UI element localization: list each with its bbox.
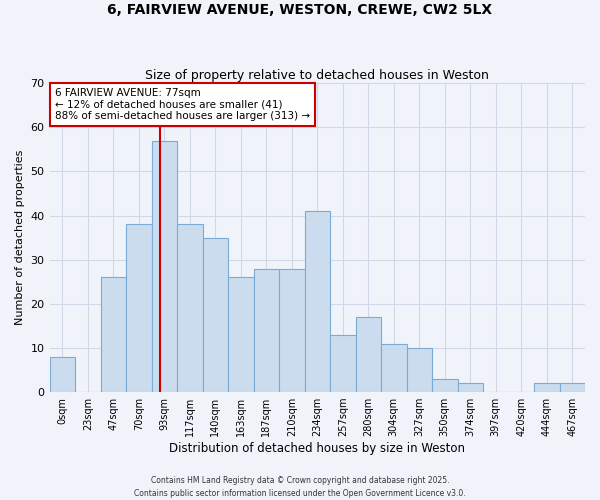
Bar bbox=[254, 268, 279, 392]
Bar bbox=[407, 348, 432, 392]
Bar bbox=[381, 344, 407, 392]
Bar bbox=[126, 224, 152, 392]
Bar bbox=[177, 224, 203, 392]
Bar bbox=[279, 268, 305, 392]
Text: 6, FAIRVIEW AVENUE, WESTON, CREWE, CW2 5LX: 6, FAIRVIEW AVENUE, WESTON, CREWE, CW2 5… bbox=[107, 2, 493, 16]
Y-axis label: Number of detached properties: Number of detached properties bbox=[15, 150, 25, 326]
Title: Size of property relative to detached houses in Weston: Size of property relative to detached ho… bbox=[145, 69, 489, 82]
Text: Contains HM Land Registry data © Crown copyright and database right 2025.
Contai: Contains HM Land Registry data © Crown c… bbox=[134, 476, 466, 498]
Text: 6 FAIRVIEW AVENUE: 77sqm
← 12% of detached houses are smaller (41)
88% of semi-d: 6 FAIRVIEW AVENUE: 77sqm ← 12% of detach… bbox=[55, 88, 310, 121]
Bar bbox=[203, 238, 228, 392]
Bar bbox=[534, 384, 560, 392]
Bar bbox=[228, 278, 254, 392]
Bar bbox=[458, 384, 483, 392]
Bar bbox=[305, 211, 330, 392]
Bar bbox=[356, 317, 381, 392]
Bar bbox=[560, 384, 585, 392]
X-axis label: Distribution of detached houses by size in Weston: Distribution of detached houses by size … bbox=[169, 442, 465, 455]
Bar bbox=[50, 357, 75, 392]
Bar bbox=[330, 334, 356, 392]
Bar bbox=[152, 140, 177, 392]
Bar bbox=[101, 278, 126, 392]
Bar bbox=[432, 379, 458, 392]
